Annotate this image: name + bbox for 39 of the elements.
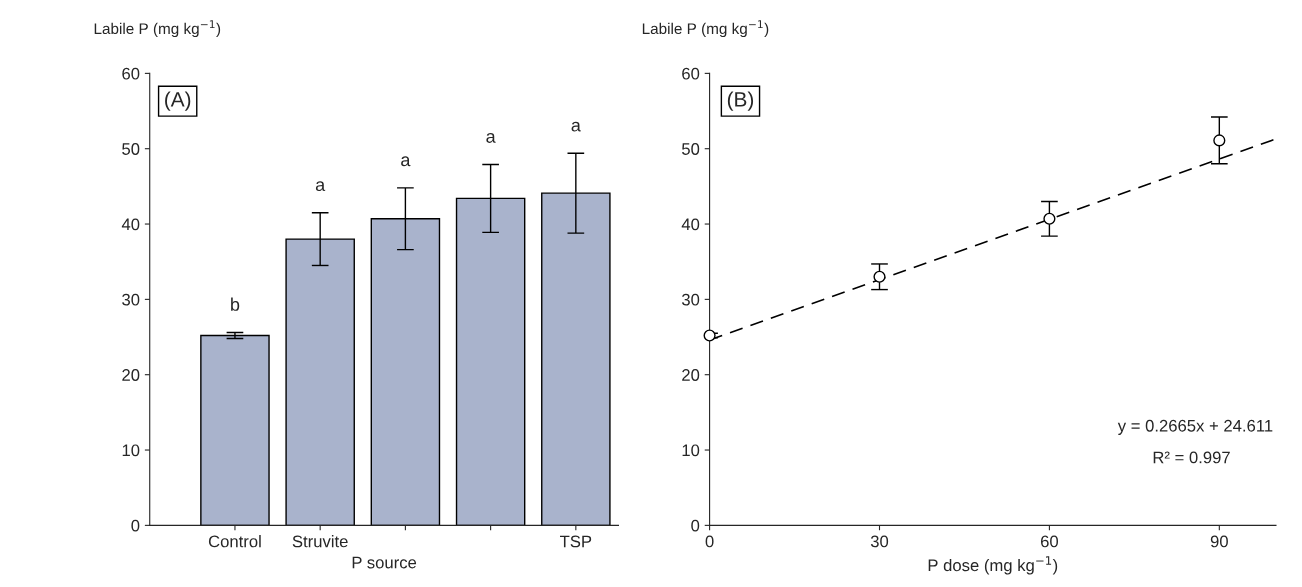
annotation: (A) (165, 91, 191, 111)
y-tick-label: 0 (691, 519, 700, 532)
y-tick-label: 50 (122, 143, 140, 155)
y-tick-label: 10 (122, 444, 140, 457)
x-tick-label: 90 (1210, 535, 1228, 548)
y-tick-label: 20 (122, 369, 140, 381)
y-axis-title: Labile P (mg kg$^{−1}$) (642, 20, 769, 38)
x-tick-label: 60 (1040, 535, 1059, 548)
annotation: a (571, 121, 581, 132)
annotation: a (315, 181, 326, 192)
y-tick-label: 30 (681, 293, 700, 306)
annotation: R² = 0.997 (1153, 451, 1230, 464)
annotation: a (401, 156, 411, 167)
y-tick-label: 10 (682, 444, 700, 457)
annotation: a (486, 132, 496, 143)
y-axis-title: Labile P (mg kg$^{−1}$) (94, 20, 221, 38)
x-tick-label: Control (208, 535, 261, 548)
x-axis-title: P source (352, 556, 417, 569)
x-tick-label: TSP (560, 535, 592, 548)
y-tick-label: 60 (122, 67, 140, 80)
point (1213, 134, 1226, 147)
y-tick-label: 50 (682, 143, 700, 155)
point (1043, 212, 1056, 225)
x-tick-label: 0 (705, 535, 714, 548)
point (873, 270, 886, 283)
x-tick-label: Struvite (292, 535, 348, 548)
bar (200, 334, 270, 526)
y-tick-label: 0 (131, 519, 140, 532)
y-tick-label: 30 (122, 293, 140, 306)
point (703, 329, 716, 342)
annotation: y = 0.2665x + 24.611 (1117, 419, 1273, 435)
x-axis-title: P dose (mg kg$^{−1}$) (928, 556, 1058, 575)
annotation: b (231, 297, 240, 311)
y-tick-label: 40 (121, 218, 140, 231)
y-tick-label: 40 (681, 218, 700, 231)
y-tick-label: 20 (682, 369, 700, 381)
y-tick-label: 60 (682, 67, 700, 80)
annotation: (B) (727, 91, 754, 111)
x-tick-label: 30 (870, 535, 889, 548)
